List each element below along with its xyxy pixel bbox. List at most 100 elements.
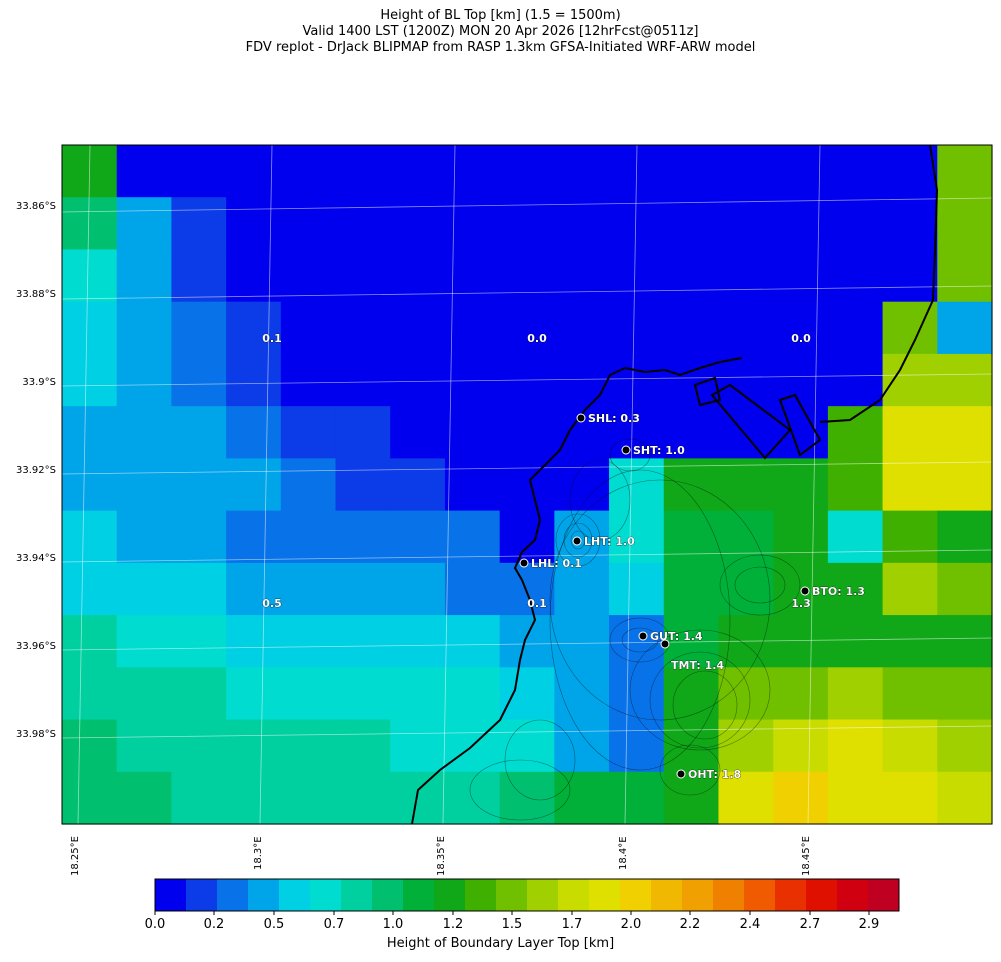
grid-cell: [62, 771, 118, 825]
grid-cell: [937, 301, 993, 355]
grid-cell: [554, 615, 610, 668]
grid-cell: [171, 615, 227, 668]
grid-cell: [827, 301, 884, 355]
grid-cell: [937, 562, 993, 616]
colorbar-title: Height of Boundary Layer Top [km]: [386, 936, 615, 951]
grid-cell: [390, 406, 446, 459]
grid-cell: [499, 562, 555, 616]
grid-cell: [663, 771, 720, 825]
grid-cell: [609, 771, 665, 825]
station-label-lhl: LHL: 0.1: [531, 557, 582, 570]
station-marker-lhl[interactable]: [519, 558, 529, 568]
grid-cell: [116, 145, 173, 198]
lon-label-18-35: 18.35°E: [436, 836, 447, 876]
grid-cell: [937, 145, 993, 198]
colorbar-swatch: [186, 879, 218, 911]
colorbar-tick-label: 2.2: [679, 917, 701, 932]
colorbar-swatch: [775, 879, 807, 911]
grid-cell: [827, 771, 884, 825]
grid-value-label: 0.0: [527, 332, 547, 345]
grid-cell: [444, 458, 501, 512]
grid-cell: [116, 458, 173, 512]
grid-cell: [882, 667, 938, 721]
grid-cell: [499, 197, 555, 251]
grid-value-label: 0.5: [262, 597, 282, 610]
grid-cell: [718, 249, 774, 303]
grid-cell: [116, 719, 173, 773]
grid-cell: [280, 197, 337, 251]
grid-cell: [390, 615, 446, 668]
grid-cell: [718, 562, 774, 616]
grid-cell: [718, 197, 774, 251]
station-marker-gut[interactable]: [638, 631, 648, 641]
grid-cell: [663, 301, 720, 355]
grid-cell: [226, 301, 282, 355]
station-label-tmt: TMT: 1.4: [671, 659, 724, 672]
grid-cell: [335, 667, 391, 721]
grid-cell: [444, 562, 501, 616]
grid-cell: [62, 249, 118, 303]
colorbar-tick-label: 1.7: [561, 917, 583, 932]
station-marker-sht[interactable]: [621, 445, 631, 455]
colorbar-tick-label: 1.2: [442, 917, 464, 932]
grid-cell: [390, 145, 446, 198]
map-frame: [61, 144, 993, 825]
grid-cell: [171, 249, 227, 303]
grid-cell: [226, 719, 282, 773]
grid-cell: [937, 249, 993, 303]
grid-cell: [937, 197, 993, 251]
terrain-contours: [469, 438, 801, 821]
colorbar: [154, 878, 900, 915]
grid-cell: [718, 145, 774, 198]
grid-cell: [937, 353, 993, 407]
station-marker-oht[interactable]: [676, 769, 686, 779]
grid-cell: [171, 510, 227, 564]
grid-cell: [335, 145, 391, 198]
station-marker-bto[interactable]: [800, 586, 810, 596]
grid-cell: [335, 353, 391, 407]
grid-cell: [718, 771, 774, 825]
grid-cell: [827, 458, 884, 512]
lon-label-18-4: 18.4°E: [618, 836, 629, 870]
grid-cell: [499, 406, 555, 459]
grid-cell: [335, 562, 391, 616]
grid-cell: [718, 301, 774, 355]
map-title-line-2: Valid 1400 LST (1200Z) MON 20 Apr 2026 […: [302, 24, 699, 39]
grid-cell: [226, 249, 282, 303]
station-marker-tmt[interactable]: [660, 639, 670, 649]
grid-cell: [226, 458, 282, 512]
grid-cell: [773, 615, 829, 668]
grid-cell: [171, 353, 227, 407]
grid-cell: [171, 406, 227, 459]
colorbar-swatch: [279, 879, 311, 911]
grid-cell: [937, 458, 993, 512]
grid-cell: [882, 771, 938, 825]
colorbar-swatch: [403, 879, 435, 911]
colorbar-tick-label: 0.2: [203, 917, 225, 932]
grid-cell: [554, 510, 610, 564]
grid-cell: [499, 667, 555, 721]
grid-cell: [827, 145, 884, 198]
grid-cell: [116, 562, 173, 616]
lat-label-33-92: 33.92°S: [16, 465, 56, 476]
bl-height-grid: [62, 145, 993, 825]
grid-cell: [335, 719, 391, 773]
grid-cell: [226, 353, 282, 407]
station-marker-lht[interactable]: [572, 536, 582, 546]
grid-cell: [499, 510, 555, 564]
grid-cell: [116, 249, 173, 303]
grid-value-labels: 0.1 0.0 0.0 0.5 0.1 1.3: [262, 332, 811, 611]
colorbar-swatch: [434, 879, 466, 911]
colorbar-tick-label: 2.7: [799, 917, 821, 932]
colorbar-swatch: [651, 879, 683, 911]
colorbar-swatch: [155, 879, 187, 911]
station-marker-shl[interactable]: [576, 413, 586, 423]
lat-label-33-94: 33.94°S: [16, 553, 56, 564]
grid-cell: [62, 301, 118, 355]
grid-cell: [609, 667, 665, 721]
grid-cell: [116, 510, 173, 564]
grid-cell: [116, 615, 173, 668]
grid-cell: [171, 771, 227, 825]
